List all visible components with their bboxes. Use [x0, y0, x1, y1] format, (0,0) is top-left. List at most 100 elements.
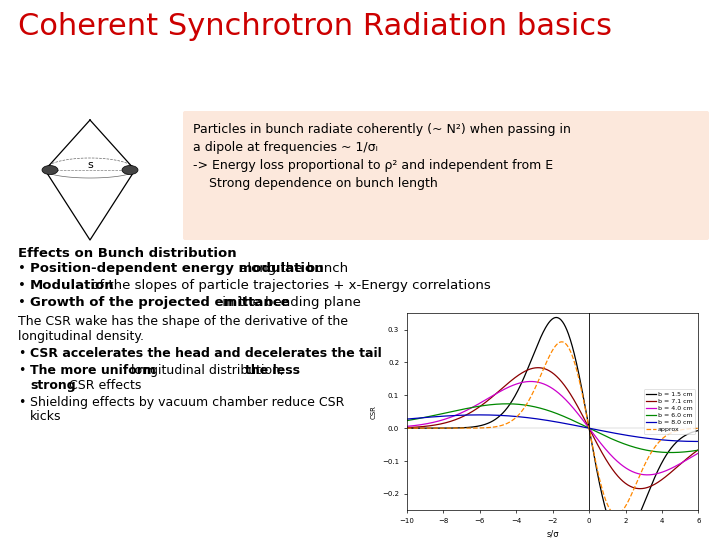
FancyBboxPatch shape	[183, 111, 709, 240]
Text: •: •	[18, 296, 26, 309]
Text: The more uniform: The more uniform	[30, 364, 156, 377]
b = 4.0 cm	[694, 450, 703, 456]
b = 8.0 cm	[598, 428, 606, 434]
approx	[575, 376, 583, 383]
Ellipse shape	[42, 165, 58, 174]
b = 4.0 cm	[526, 378, 535, 384]
b = 7.1 cm	[535, 364, 544, 371]
b = 1.5 cm	[477, 422, 486, 429]
b = 6.0 cm	[477, 403, 486, 409]
b = 7.1 cm	[477, 402, 486, 408]
b = 6.0 cm	[575, 420, 583, 427]
approx	[534, 377, 543, 383]
approx	[454, 425, 463, 431]
approx	[694, 425, 703, 431]
Text: Strong dependence on bunch length: Strong dependence on bunch length	[193, 177, 438, 190]
b = 4.0 cm	[477, 399, 486, 406]
b = 8.0 cm	[475, 411, 484, 418]
approx	[557, 339, 566, 345]
b = 4.0 cm	[575, 412, 583, 418]
b = 8.0 cm	[623, 432, 631, 438]
Text: -> Energy loss proportional to ρ² and independent from E: -> Energy loss proportional to ρ² and in…	[193, 159, 553, 172]
b = 6.0 cm	[598, 431, 606, 438]
b = 6.0 cm	[454, 407, 463, 414]
approx	[402, 425, 411, 431]
b = 1.5 cm	[623, 533, 631, 539]
Text: longitudinal density.: longitudinal density.	[18, 330, 144, 343]
b = 1.5 cm	[552, 314, 561, 321]
Text: Particles in bunch radiate coherently (~ N²) when passing in: Particles in bunch radiate coherently (~…	[193, 123, 571, 136]
Text: Shielding effects by vacuum chamber reduce CSR: Shielding effects by vacuum chamber redu…	[30, 396, 344, 409]
b = 7.1 cm	[598, 449, 606, 456]
b = 6.0 cm	[623, 442, 631, 448]
X-axis label: s/σ: s/σ	[546, 530, 559, 538]
Text: •: •	[18, 347, 25, 360]
approx	[598, 485, 606, 492]
b = 4.0 cm	[643, 471, 652, 478]
Text: Modulation: Modulation	[30, 279, 114, 292]
Text: CSR effects: CSR effects	[65, 379, 141, 392]
approx	[477, 424, 486, 431]
b = 1.5 cm	[618, 536, 626, 540]
Text: •: •	[18, 364, 25, 377]
b = 4.0 cm	[535, 379, 544, 386]
b = 1.5 cm	[598, 491, 606, 498]
Text: kicks: kicks	[30, 410, 61, 423]
b = 7.1 cm	[575, 406, 583, 413]
Text: The CSR wake has the shape of the derivative of the: The CSR wake has the shape of the deriva…	[18, 315, 348, 328]
b = 8.0 cm	[478, 411, 487, 418]
b = 8.0 cm	[535, 416, 544, 422]
Line: b = 1.5 cm: b = 1.5 cm	[407, 318, 698, 539]
b = 4.0 cm	[454, 411, 463, 417]
Legend: b = 1.5 cm, b = 7.1 cm, b = 4.0 cm, b = 6.0 cm, b = 8.0 cm, approx: b = 1.5 cm, b = 7.1 cm, b = 4.0 cm, b = …	[644, 389, 696, 434]
b = 1.5 cm	[575, 372, 583, 379]
Line: b = 4.0 cm: b = 4.0 cm	[407, 381, 698, 475]
Text: s: s	[87, 160, 93, 170]
b = 8.0 cm	[694, 438, 703, 445]
b = 7.1 cm	[636, 485, 644, 492]
Y-axis label: CSR: CSR	[371, 405, 377, 418]
Text: •: •	[18, 396, 25, 409]
Text: Position-dependent energy modulation: Position-dependent energy modulation	[30, 262, 323, 275]
b = 6.0 cm	[667, 449, 675, 456]
b = 6.0 cm	[503, 401, 511, 407]
Text: Coherent Synchrotron Radiation basics: Coherent Synchrotron Radiation basics	[18, 12, 612, 41]
b = 7.1 cm	[454, 415, 463, 422]
b = 1.5 cm	[694, 427, 703, 434]
b = 7.1 cm	[623, 481, 631, 488]
Text: CSR accelerates the head and decelerates the tail: CSR accelerates the head and decelerates…	[30, 347, 382, 360]
b = 4.0 cm	[402, 423, 411, 430]
Text: Growth of the projected emittance: Growth of the projected emittance	[30, 296, 289, 309]
b = 1.5 cm	[454, 424, 463, 431]
b = 4.0 cm	[598, 442, 606, 448]
b = 8.0 cm	[402, 416, 411, 422]
b = 1.5 cm	[402, 425, 411, 431]
b = 6.0 cm	[694, 447, 703, 454]
b = 1.5 cm	[534, 339, 543, 345]
Line: approx: approx	[407, 342, 698, 515]
Text: a dipole at frequencies ~ 1/σₗ: a dipole at frequencies ~ 1/σₗ	[193, 141, 378, 154]
Line: b = 7.1 cm: b = 7.1 cm	[407, 368, 698, 489]
Text: in the bending plane: in the bending plane	[218, 296, 361, 309]
Text: Effects on Bunch distribution: Effects on Bunch distribution	[18, 247, 237, 260]
Text: •: •	[18, 279, 26, 292]
b = 7.1 cm	[402, 424, 411, 431]
Line: b = 8.0 cm: b = 8.0 cm	[407, 415, 698, 442]
b = 6.0 cm	[535, 404, 544, 411]
b = 8.0 cm	[575, 423, 583, 429]
b = 4.0 cm	[623, 465, 631, 472]
b = 7.1 cm	[534, 364, 543, 371]
Ellipse shape	[122, 165, 138, 174]
b = 7.1 cm	[694, 447, 703, 453]
Text: strong: strong	[30, 379, 76, 392]
b = 8.0 cm	[454, 412, 463, 418]
Line: b = 6.0 cm: b = 6.0 cm	[407, 404, 698, 453]
Text: along the bunch: along the bunch	[235, 262, 348, 275]
approx	[612, 511, 621, 518]
b = 6.0 cm	[402, 417, 411, 424]
Text: the less: the less	[245, 364, 300, 377]
Text: longitudinal distribution,: longitudinal distribution,	[127, 364, 288, 377]
Text: of the slopes of particle trajectories + x-Energy correlations: of the slopes of particle trajectories +…	[87, 279, 491, 292]
Text: •: •	[18, 262, 26, 275]
approx	[623, 500, 631, 506]
